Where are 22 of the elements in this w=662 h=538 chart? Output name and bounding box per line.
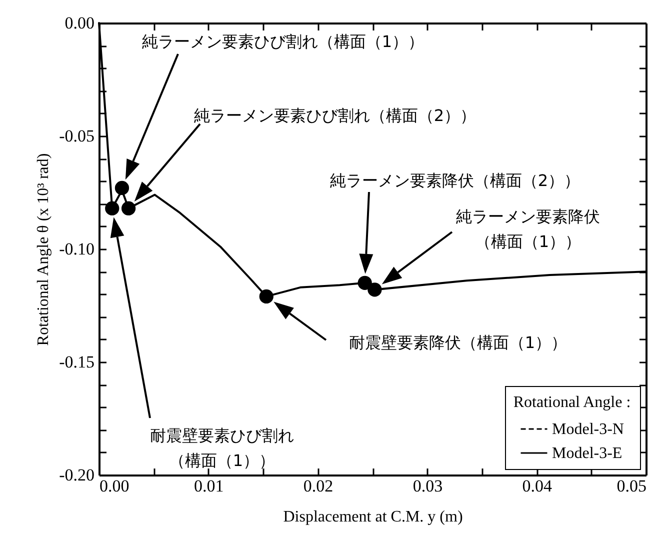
y-axis-title: Rotational Angle θ (x 10³ rad) <box>35 153 52 346</box>
y-tick-label: -0.10 <box>59 240 94 258</box>
annotation: 耐震壁要素ひび割れ（構面（1）） <box>150 426 294 470</box>
x-tick-label: 0.00 <box>100 476 130 496</box>
annotation: 耐震壁要素降伏（構面（1）） <box>348 333 568 352</box>
x-tick-label: 0.03 <box>412 476 443 496</box>
annotation: 純ラーメン要素ひび割れ（構面（2）） <box>194 106 476 125</box>
annotation: 純ラーメン要素ひび割れ（構面（1）） <box>142 32 424 51</box>
legend-label: Model-3-E <box>552 445 622 462</box>
annotation: 純ラーメン要素降伏（構面（2）） <box>330 171 580 190</box>
x-tick-label: 0.04 <box>522 476 552 496</box>
x-tick-label: 0.05 <box>616 476 646 496</box>
y-tick-label: -0.20 <box>59 466 94 484</box>
x-axis-title: Displacement at C.M. y (m) <box>283 508 463 526</box>
x-tick-label: 0.01 <box>194 476 224 496</box>
y-tick-label: -0.05 <box>59 126 94 146</box>
x-tick-label: 0.02 <box>303 476 334 496</box>
annotation: 純ラーメン要素降伏（構面（1）） <box>456 207 600 251</box>
legend-title: Rotational Angle : <box>513 394 631 411</box>
y-tick-label: -0.15 <box>59 352 94 372</box>
y-tick-label: 0.00 <box>64 14 94 32</box>
legend-label: Model-3-N <box>552 421 624 438</box>
